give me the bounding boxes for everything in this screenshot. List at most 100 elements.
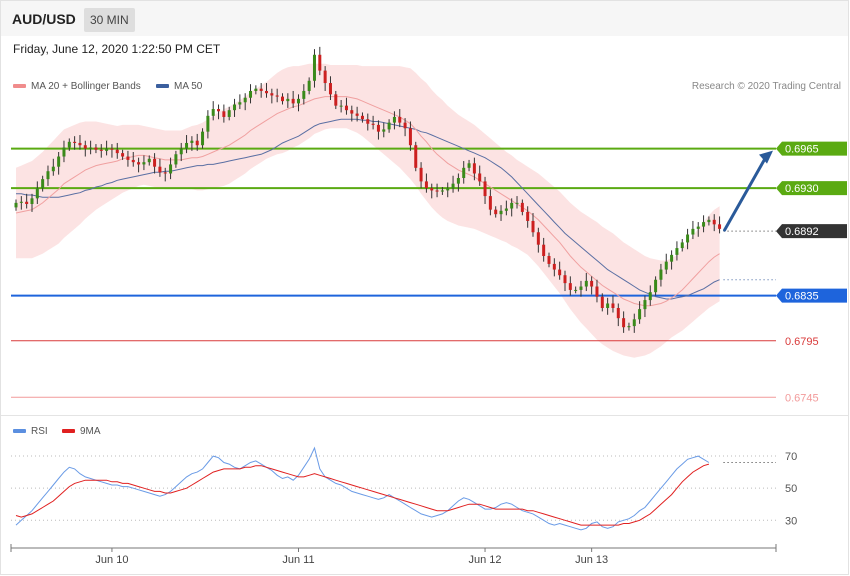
candle-body <box>558 269 562 276</box>
legend-rsi: RSI <box>13 426 48 437</box>
candle-body <box>472 163 476 174</box>
candle-body <box>568 283 572 290</box>
candle-body <box>217 109 221 112</box>
candle-body <box>398 116 402 123</box>
level-tag-0.6835 <box>776 288 847 303</box>
candle-body <box>302 90 306 99</box>
bollinger-band <box>16 63 720 358</box>
candle-body <box>142 162 146 165</box>
candle-body <box>515 202 519 204</box>
candle-body <box>259 88 263 91</box>
candle-body <box>174 154 178 165</box>
candle-body <box>499 210 503 215</box>
candle-body <box>179 148 183 155</box>
candle-body <box>707 219 711 223</box>
candle-body <box>227 110 231 117</box>
forecast-arrow-head <box>759 150 773 164</box>
candle-body <box>67 141 71 148</box>
candle-body <box>147 158 151 163</box>
candle-body <box>366 119 370 124</box>
candle-body <box>286 98 290 102</box>
forecast-arrow-shaft <box>723 157 767 232</box>
candle-body <box>254 88 258 91</box>
candle-body <box>408 128 412 146</box>
candle-body <box>137 162 141 165</box>
legend-ma20-label: MA 20 + Bollinger Bands <box>31 81 141 92</box>
candle-body <box>675 248 679 255</box>
panel-divider <box>1 415 848 416</box>
candle-body <box>659 269 663 280</box>
level-label-0.6745: 0.6745 <box>785 392 819 404</box>
symbol-title: AUD/USD <box>12 11 76 27</box>
candle-body <box>35 188 39 199</box>
candle-body <box>94 147 98 150</box>
candle-body <box>643 300 647 310</box>
chart-datetime: Friday, June 12, 2020 1:22:50 PM CET <box>13 42 221 56</box>
legend-ma50-swatch <box>156 84 169 89</box>
candle-body <box>622 318 626 328</box>
candle-body <box>547 256 551 264</box>
candle-body <box>201 131 205 146</box>
level-label-0.6930: 0.6930 <box>785 183 819 195</box>
candle-body <box>456 178 460 184</box>
candle-body <box>25 201 29 204</box>
candle-body <box>355 113 359 116</box>
candle-body <box>595 286 599 297</box>
candle-body <box>211 109 215 116</box>
candle-body <box>648 292 652 301</box>
candle-body <box>190 140 194 143</box>
candle-body <box>344 105 348 111</box>
candle-body <box>670 254 674 262</box>
legend-rsi-ma-swatch <box>62 429 75 434</box>
candle-body <box>494 209 498 215</box>
candle-body <box>526 211 530 221</box>
candle-body <box>153 158 157 167</box>
candle-body <box>638 309 642 320</box>
candle-body <box>41 179 45 189</box>
candle-body <box>126 156 130 160</box>
level-tag-0.6965 <box>776 141 847 156</box>
candle-body <box>360 115 364 120</box>
candle-body <box>435 190 439 192</box>
candle-body <box>307 80 311 91</box>
level-label-0.6835: 0.6835 <box>785 291 819 303</box>
candle-body <box>467 163 471 168</box>
legend-ma50-label: MA 50 <box>174 81 203 92</box>
candle-body <box>243 97 247 103</box>
candle-body <box>46 171 50 180</box>
candle-body <box>606 303 610 308</box>
candle-body <box>99 149 103 151</box>
rsi-tick-30: 30 <box>785 515 797 527</box>
candle-body <box>718 224 722 229</box>
candle-body <box>318 54 322 71</box>
candle-body <box>488 196 492 210</box>
candle-body <box>590 280 594 287</box>
candle-body <box>627 326 631 328</box>
candle-body <box>584 280 588 287</box>
candle-body <box>158 166 162 173</box>
candle-body <box>169 164 173 174</box>
candle-body <box>664 261 668 270</box>
rsi-tick-50: 50 <box>785 483 797 495</box>
candle-body <box>163 172 167 174</box>
candle-body <box>504 208 508 211</box>
candle-body <box>440 190 444 192</box>
candle-body <box>296 98 300 104</box>
level-label-0.6795: 0.6795 <box>785 336 819 348</box>
candle-body <box>185 142 189 149</box>
candle-body <box>339 105 343 107</box>
timeframe-badge[interactable]: 30 MIN <box>84 8 135 32</box>
candle-body <box>686 234 690 243</box>
candle-body <box>430 188 434 191</box>
legend-rsi-ma: 9MA <box>62 426 101 437</box>
candle-body <box>680 242 684 249</box>
candle-body <box>483 181 487 197</box>
candle-body <box>600 296 604 308</box>
candle-body <box>696 226 700 229</box>
legend-ma20: MA 20 + Bollinger Bands <box>13 81 141 92</box>
level-tag-0.6892 <box>776 224 847 239</box>
candle-body <box>574 289 578 291</box>
research-credit: Research © 2020 Trading Central <box>691 81 841 92</box>
